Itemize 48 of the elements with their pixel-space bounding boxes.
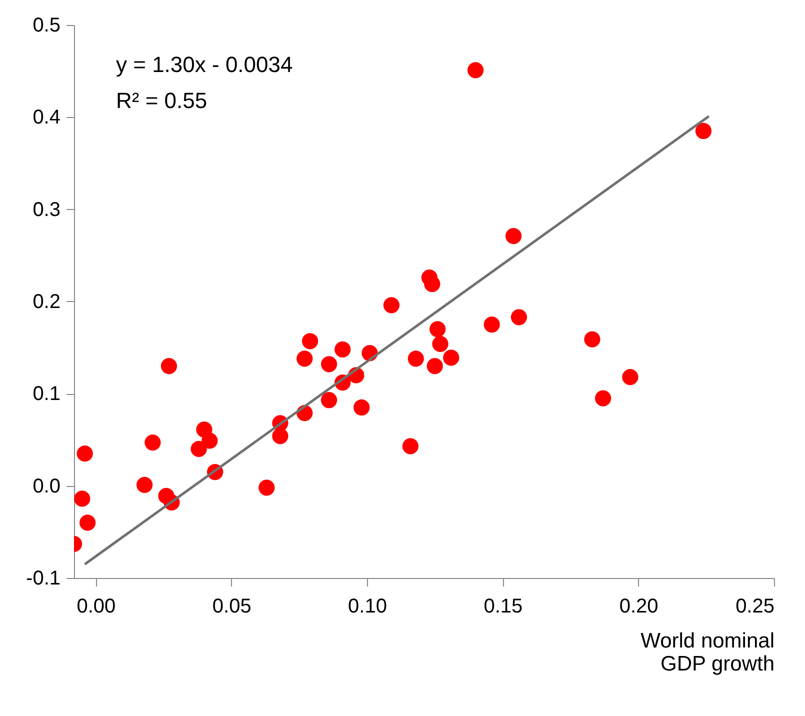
point xyxy=(432,336,448,352)
point xyxy=(160,358,178,374)
point xyxy=(296,350,313,367)
x-tick-label: 0.25 xyxy=(736,596,774,618)
point xyxy=(467,62,484,78)
point xyxy=(510,309,528,326)
y-tick-label: 0.1 xyxy=(32,383,60,406)
point xyxy=(144,434,161,451)
point xyxy=(354,399,370,416)
point xyxy=(695,122,712,140)
point xyxy=(190,440,207,458)
x-tick-label: 0.20 xyxy=(619,596,658,618)
point xyxy=(584,331,600,348)
point xyxy=(320,392,338,408)
y-tick-label: -0.1 xyxy=(26,568,60,590)
point xyxy=(302,333,318,350)
point xyxy=(258,480,275,496)
y-tick-label: 0.2 xyxy=(32,291,60,313)
point xyxy=(272,428,288,444)
point xyxy=(76,446,93,462)
point xyxy=(408,350,424,367)
point xyxy=(74,490,90,507)
point xyxy=(424,276,440,292)
point xyxy=(505,228,522,244)
y-tick-label: 0.4 xyxy=(32,106,60,129)
point xyxy=(484,316,500,333)
y-tick-label: 0.0 xyxy=(32,475,60,498)
point xyxy=(383,297,400,314)
x-tick-label: 0.05 xyxy=(212,596,252,618)
x-tick-label: 0.15 xyxy=(484,596,523,618)
point xyxy=(426,358,443,374)
point xyxy=(622,369,638,386)
point xyxy=(402,438,418,454)
annotation: R² = 0.55 xyxy=(116,88,208,113)
y-tick-label: 0.5 xyxy=(32,14,60,36)
point xyxy=(334,341,351,358)
point xyxy=(80,514,96,531)
annotation: y = 1.30x - 0.0034 xyxy=(116,52,293,77)
point xyxy=(202,432,218,449)
point xyxy=(443,350,460,366)
x-axis-title: World nominal GDP growth xyxy=(640,630,774,676)
point xyxy=(430,321,446,338)
x-tick-label: 0.00 xyxy=(76,596,116,618)
y-tick-label: 0.3 xyxy=(32,198,60,221)
point xyxy=(320,356,338,372)
point xyxy=(595,390,612,406)
x-tick-label: 0.10 xyxy=(348,596,387,618)
point xyxy=(136,476,153,493)
